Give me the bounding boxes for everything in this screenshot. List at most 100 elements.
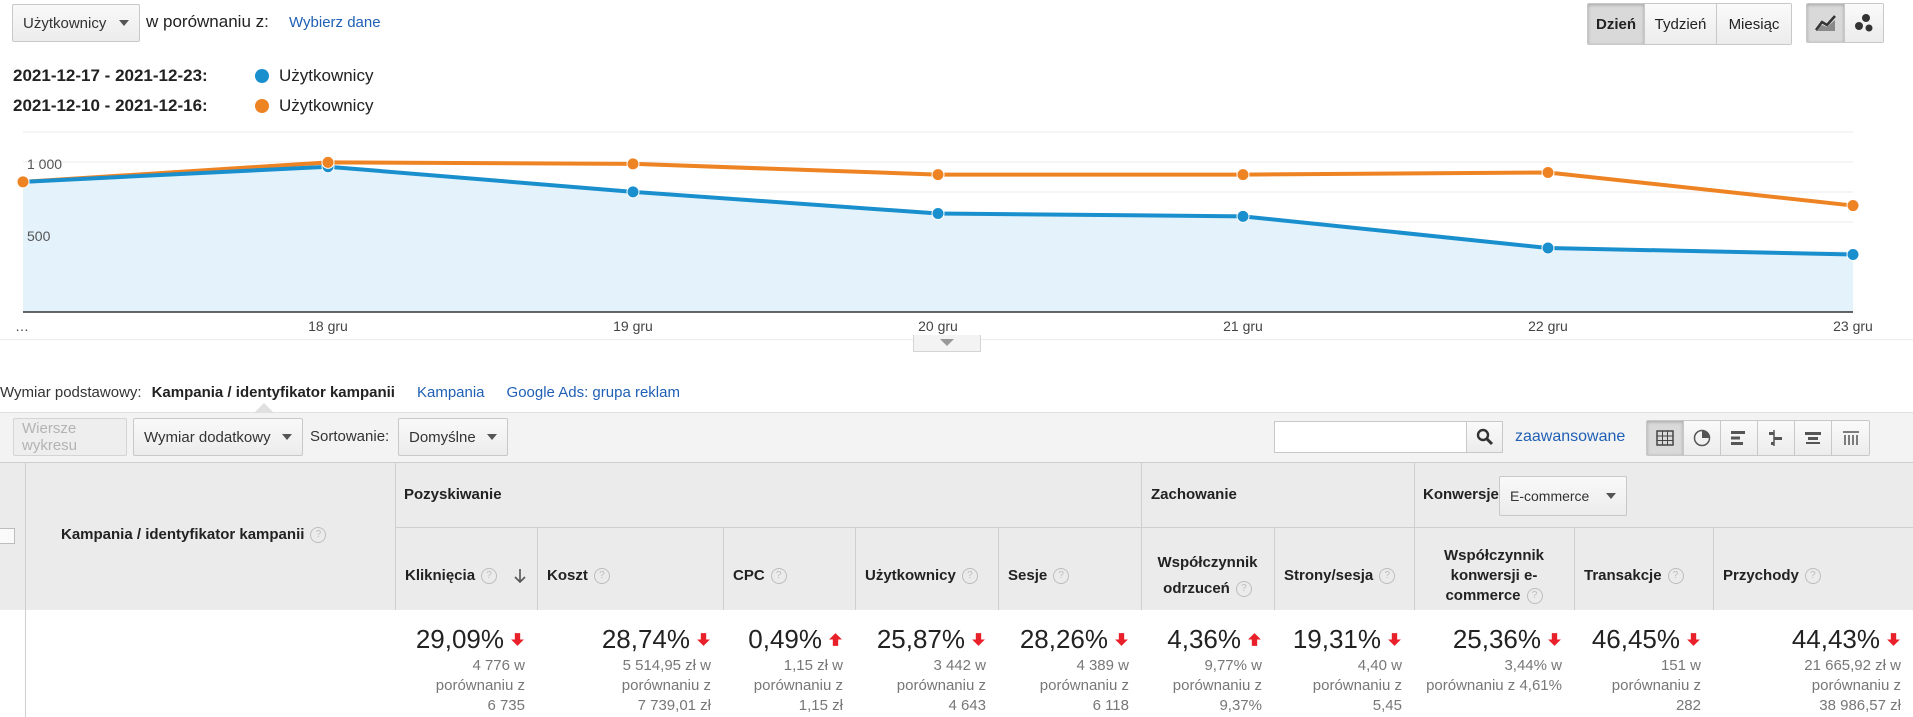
column-header-text: Kliknięcia: [405, 567, 476, 584]
month-button[interactable]: Miesiąc: [1717, 4, 1791, 44]
help-icon[interactable]: ?: [1235, 581, 1252, 598]
column-header-0[interactable]: Kliknięcia?: [395, 542, 537, 610]
arrow-up-icon: [829, 633, 842, 646]
help-icon[interactable]: ?: [593, 568, 610, 585]
column-header-text: Użytkownicy: [865, 567, 956, 584]
choose-data-link[interactable]: Wybierz dane: [289, 14, 381, 31]
conversion-type-dropdown[interactable]: E-commerce: [1499, 476, 1627, 516]
comparison-cell-3: 25,87% 3 442 w porównaniu z 4 643: [855, 610, 998, 717]
comparison-detail: 3,44% w: [1504, 657, 1562, 674]
comparison-detail: 5,45: [1372, 697, 1402, 714]
grid-icon: [1656, 430, 1674, 446]
select-all-checkbox[interactable]: [0, 528, 15, 544]
chevron-down-icon: [119, 20, 129, 26]
column-header-label: Współczynnik konwersji e-commerce?: [1424, 546, 1564, 606]
column-header-label: Transakcje?: [1584, 563, 1684, 589]
arrow-up-icon: [1248, 633, 1261, 646]
secondary-dimension-dropdown[interactable]: Wymiar dodatkowy: [133, 418, 303, 456]
dimension-option-ad-group[interactable]: Google Ads: grupa reklam: [506, 384, 680, 401]
pivot-view-button[interactable]: [1832, 421, 1869, 455]
change-percent: 28,74%: [601, 624, 690, 654]
dimension-column-header[interactable]: Kampania / identyfikator kampanii?: [61, 526, 327, 544]
metric-selector[interactable]: Użytkownicy: [12, 4, 140, 42]
help-icon[interactable]: ?: [1667, 568, 1684, 585]
column-header-text: Strony/sesja: [1284, 567, 1374, 584]
table-toolbar: [0, 412, 1913, 463]
help-icon[interactable]: ?: [481, 568, 498, 585]
pie-chart-icon: [1693, 429, 1711, 447]
comparison-detail: 21 665,92 zł w: [1804, 657, 1901, 674]
column-header-7[interactable]: Współczynnik konwersji e-commerce?: [1414, 542, 1574, 610]
percentage-view-button[interactable]: [1684, 421, 1721, 455]
x-tick-label: 18 gru: [308, 318, 348, 334]
sort-dropdown[interactable]: Domyślne: [398, 418, 508, 456]
help-icon[interactable]: ?: [310, 527, 327, 544]
dimension-option-campaign[interactable]: Kampania: [416, 384, 485, 401]
legend-dot: [255, 99, 269, 113]
week-button[interactable]: Tydzień: [1645, 4, 1717, 44]
comparison-detail: porównaniu z: [435, 677, 525, 694]
performance-view-button[interactable]: [1721, 421, 1758, 455]
change-percent-row: 25,87%: [863, 624, 986, 655]
comparison-detail: porównaniu z: [1811, 677, 1901, 694]
advanced-filter-link[interactable]: zaawansowane: [1515, 428, 1626, 445]
help-icon[interactable]: ?: [1379, 568, 1396, 585]
data-point: [1541, 241, 1555, 255]
chevron-down-icon: [940, 339, 954, 346]
change-percent-row: 28,74%: [545, 624, 711, 655]
column-header-label: CPC?: [733, 563, 787, 589]
change-percent: 25,36%: [1452, 624, 1541, 654]
arrow-down-icon: [1388, 633, 1401, 646]
column-header-1[interactable]: Koszt?: [537, 542, 723, 610]
column-header-2[interactable]: CPC?: [723, 542, 855, 610]
data-point: [626, 185, 640, 199]
column-header-5[interactable]: Współczynnik odrzuceń?: [1141, 542, 1274, 610]
motion-chart-button[interactable]: [1845, 4, 1883, 42]
table-search-input[interactable]: [1274, 421, 1467, 453]
search-button[interactable]: [1466, 421, 1503, 453]
change-percent: 46,45%: [1591, 624, 1680, 654]
column-header-8[interactable]: Transakcje?: [1574, 542, 1713, 610]
help-icon[interactable]: ?: [770, 568, 787, 585]
column-header-3[interactable]: Użytkownicy?: [855, 542, 998, 610]
comparison-detail: 4 389 w: [1076, 657, 1129, 674]
comparison-detail: porównaniu z 4,61%: [1426, 677, 1562, 694]
sort-arrow-down-icon: [514, 569, 526, 584]
arrow-down-icon: [511, 633, 524, 646]
day-button[interactable]: Dzień: [1588, 4, 1645, 44]
column-header-9[interactable]: Przychody?: [1713, 542, 1913, 610]
column-header-4[interactable]: Sesje?: [998, 542, 1141, 610]
x-tick-label: …: [15, 318, 29, 334]
comparison-detail: 282: [1675, 697, 1701, 714]
data-point: [1541, 165, 1555, 179]
change-percent: 29,09%: [415, 624, 504, 654]
chart-type-group: [1806, 3, 1884, 43]
primary-dimension-current: Kampania / identyfikator kampanii: [151, 384, 395, 401]
change-percent: 4,36%: [1167, 624, 1241, 654]
help-icon[interactable]: ?: [1526, 588, 1543, 605]
arrow-down-icon: [1687, 633, 1700, 646]
legend-range: 2021-12-17 - 2021-12-23:: [13, 66, 208, 85]
comparison-detail: porównaniu z: [896, 677, 986, 694]
primary-dimension-row: Wymiar podstawowy: Kampania / identyfika…: [0, 384, 702, 401]
group-behavior: Zachowanie: [1151, 486, 1237, 503]
comparison-detail: 38 986,57 zł: [1819, 697, 1901, 714]
help-icon[interactable]: ?: [1053, 568, 1070, 585]
primary-dimension-label: Wymiar podstawowy:: [0, 384, 142, 401]
data-point: [1236, 168, 1250, 182]
table-view-button[interactable]: [1647, 421, 1684, 455]
arrow-down-icon: [1115, 633, 1128, 646]
metrics-header-bg: [395, 463, 1913, 610]
comparison-cell-5: 4,36% 9,77% w porównaniu z 9,37%: [1141, 610, 1274, 717]
legend-label: Użytkownicy: [279, 96, 374, 115]
column-header-6[interactable]: Strony/sesja?: [1274, 542, 1414, 610]
comparison-row: [0, 610, 1913, 717]
column-header-text: Sesje: [1008, 567, 1048, 584]
help-icon[interactable]: ?: [1804, 568, 1821, 585]
legend-row-current: 2021-12-17 - 2021-12-23: Użytkownicy: [13, 66, 373, 86]
term-cloud-view-button[interactable]: [1795, 421, 1832, 455]
chart-collapse-handle[interactable]: [913, 335, 981, 352]
line-chart-button[interactable]: [1807, 4, 1845, 42]
comparison-view-button[interactable]: [1758, 421, 1795, 455]
help-icon[interactable]: ?: [961, 568, 978, 585]
